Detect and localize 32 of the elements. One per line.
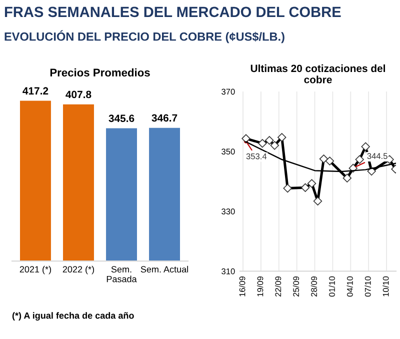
text: FRAS SEMANALES DEL MERCADO DEL COBRE xyxy=(4,6,341,18)
bar xyxy=(149,128,180,262)
x-tick-label: 01/10 xyxy=(328,276,335,297)
x-tick-label: 19/09 xyxy=(257,276,264,296)
data-label: 407.8 xyxy=(66,90,92,98)
x-tick-label: 2022 (*) xyxy=(62,266,94,274)
y-tick-label: 330 xyxy=(222,208,235,214)
chart-title: Precios Promedios xyxy=(50,68,150,77)
bar xyxy=(63,104,94,262)
annotation: 344.5 xyxy=(367,153,388,159)
data-label: 417.2 xyxy=(22,87,48,94)
x-tick-label: 2021 (*) xyxy=(20,266,51,274)
bar xyxy=(106,128,137,262)
x-tick-label: Sem. Pasada xyxy=(106,266,137,282)
annotation: 353.4 xyxy=(246,153,267,160)
x-tick-label: Sem. Actual xyxy=(140,266,188,273)
y-tick-label: 370 xyxy=(222,88,235,95)
x-tick-label: 04/10 xyxy=(346,276,353,297)
x-tick-label: 10/10 xyxy=(382,276,389,296)
data-label: 345.6 xyxy=(108,114,134,122)
x-tick-label: 16/09 xyxy=(239,276,246,296)
data-label: 346.7 xyxy=(152,114,178,122)
x-tick-label: 25/09 xyxy=(292,276,300,296)
chart-title: Ultimas 20 cotizaciones del cobre xyxy=(250,64,385,84)
y-tick-label: 350 xyxy=(222,148,235,155)
x-tick-label: 28/09 xyxy=(310,276,317,296)
y-tick-label: 310 xyxy=(222,268,235,274)
x-tick-label: 07/10 xyxy=(364,276,371,297)
x-tick-label: 22/09 xyxy=(274,276,282,296)
text: (*) A igual fecha de cada año xyxy=(12,312,134,321)
bar xyxy=(20,100,51,262)
text: EVOLUCIÓN DEL PRECIO DEL COBRE (¢US$/LB.) xyxy=(4,30,284,44)
